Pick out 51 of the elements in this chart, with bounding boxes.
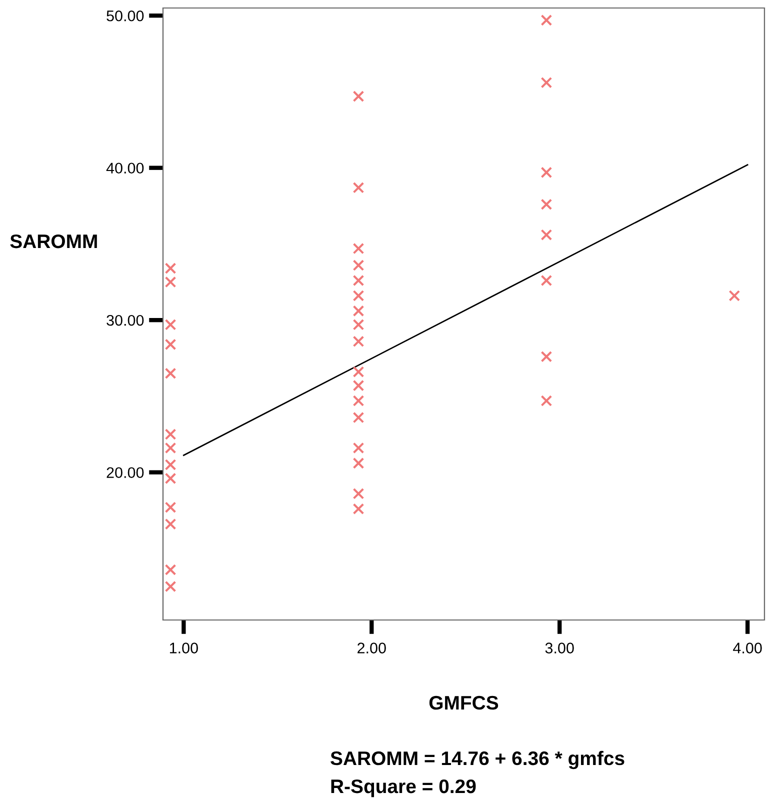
point <box>352 442 364 454</box>
y-tick-label: 30.00 <box>106 314 144 326</box>
point <box>352 412 364 424</box>
point <box>164 459 176 470</box>
point <box>164 472 176 484</box>
x-tick-label: 4.00 <box>733 642 762 654</box>
point <box>352 274 364 286</box>
point <box>352 488 364 500</box>
point <box>540 350 552 362</box>
point <box>540 229 552 241</box>
point <box>352 336 364 348</box>
point <box>540 198 552 210</box>
y-axis-title: SAROMM <box>10 234 97 248</box>
y-tick-label: 40.00 <box>106 162 144 174</box>
point <box>164 262 176 274</box>
point <box>352 242 364 254</box>
point <box>352 503 364 515</box>
y-tick-label: 50.00 <box>106 10 144 22</box>
point <box>352 380 364 392</box>
point <box>540 395 552 406</box>
x-tick-label: 3.00 <box>545 642 574 654</box>
point <box>352 260 364 271</box>
point <box>352 90 364 102</box>
y-tick-label: 20.00 <box>106 467 144 478</box>
point <box>164 368 176 380</box>
point <box>352 395 364 406</box>
point <box>352 457 364 469</box>
point <box>728 290 740 302</box>
point <box>164 518 176 530</box>
point <box>540 274 552 286</box>
point <box>352 318 364 330</box>
point <box>164 428 176 440</box>
point <box>164 318 176 330</box>
point <box>164 338 176 350</box>
point <box>164 564 176 576</box>
text: SAROMM = 14.76 + 6.36 * gmfcs <box>330 750 624 770</box>
point <box>164 502 176 514</box>
point <box>540 14 552 26</box>
x-tick-label: 2.00 <box>358 642 386 654</box>
point <box>352 366 364 378</box>
x-tick-label: 1.00 <box>170 642 198 654</box>
point <box>540 166 552 178</box>
point <box>352 182 364 194</box>
point <box>164 276 176 288</box>
point <box>352 305 364 317</box>
point <box>164 580 176 592</box>
point <box>164 442 176 454</box>
point <box>540 76 552 88</box>
x-axis-title: GMFCS <box>429 696 498 710</box>
text: R-Square = 0.29 <box>331 779 476 798</box>
point <box>352 290 364 302</box>
